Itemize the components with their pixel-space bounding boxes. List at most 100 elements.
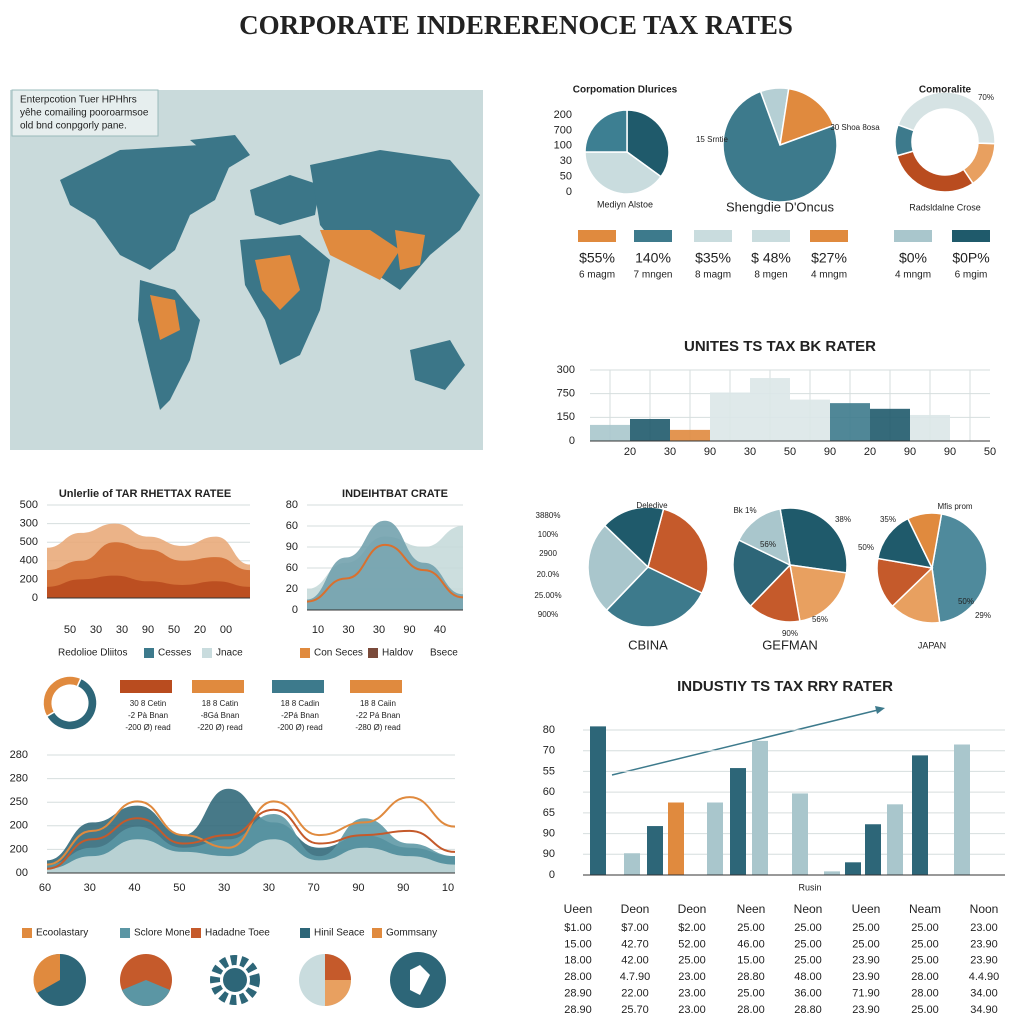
bar xyxy=(845,862,861,875)
table-cell: 28.80 xyxy=(737,971,765,983)
table-cell: 23.90 xyxy=(852,971,880,983)
icon-pie xyxy=(122,980,170,1006)
table-cell: 25.00 xyxy=(737,922,765,934)
table-cell: 22.00 xyxy=(621,988,649,1000)
y-axis-label: 90 xyxy=(543,827,555,839)
table-cell: 25.00 xyxy=(678,955,706,967)
swatch-sub: 7 mngen xyxy=(634,270,673,281)
line xyxy=(306,543,464,603)
x-tick-label: 90 xyxy=(352,882,364,894)
bar xyxy=(912,755,928,875)
legend-label: Ecoolastary xyxy=(36,928,88,939)
bar xyxy=(590,424,630,441)
y-axis-label: 0 xyxy=(549,869,555,881)
x-tick-label: 50 xyxy=(64,624,76,636)
x-tick-label: 50 xyxy=(168,624,180,636)
continent xyxy=(138,280,200,410)
chart-annotation: Deledive xyxy=(636,501,668,510)
chart-annotation: 35% xyxy=(880,515,896,524)
continent xyxy=(250,175,320,225)
x-tick-label: 30 xyxy=(373,624,385,636)
pie-slice xyxy=(749,563,801,623)
area xyxy=(47,839,455,873)
pie-slice xyxy=(931,512,988,624)
chart-caption: Mediyn Alstoe xyxy=(597,199,653,209)
bar xyxy=(750,378,790,441)
table-header: Neon xyxy=(794,902,823,916)
value-box-text: -22 Pá Bnan xyxy=(356,711,400,720)
pie-slice xyxy=(876,557,934,608)
chart-annotation: Bk 1% xyxy=(733,506,756,515)
pie-slice xyxy=(584,109,628,153)
legend-label: Con Seces xyxy=(314,648,363,659)
map-note: old bnd conpgorly pane. xyxy=(20,121,127,132)
y-axis-label: 750 xyxy=(557,388,575,400)
y-axis-label: 250 xyxy=(10,796,28,808)
legend-label: Hinil Seace xyxy=(314,928,365,939)
chart-annotation: 50% xyxy=(958,597,974,606)
y-axis-label: 90 xyxy=(286,541,298,553)
area xyxy=(307,520,463,610)
legend-swatch xyxy=(120,928,130,938)
legend-label: Jnace xyxy=(216,648,243,659)
table-cell: 23.90 xyxy=(970,955,998,967)
icon-badge xyxy=(410,965,430,995)
swatch-value: $55% xyxy=(579,250,615,266)
table-cell: 34.00 xyxy=(970,988,998,1000)
continent xyxy=(60,145,230,270)
x-tick-label: 90 xyxy=(142,624,154,636)
table-cell: 4.4.90 xyxy=(969,971,1000,983)
value-box xyxy=(350,680,402,693)
world-map xyxy=(10,89,483,450)
y-axis-label: 50 xyxy=(560,171,572,183)
table-cell: 42.70 xyxy=(621,938,649,950)
icon-gear xyxy=(210,955,260,1005)
bar xyxy=(590,726,606,875)
x-tick-label: 60 xyxy=(39,882,51,894)
value-box-text: -280 Ø) read xyxy=(355,723,400,732)
swatch xyxy=(752,230,790,242)
icon-pie xyxy=(33,953,60,993)
chart-annotation: 3880% xyxy=(536,511,561,520)
map-note: yêhe comailing pooroarmsoe xyxy=(20,108,149,119)
table-cell: 4.7.90 xyxy=(620,971,651,983)
legend-label: Redolioe Dliitos xyxy=(58,648,127,659)
pie-slice xyxy=(876,517,934,569)
line xyxy=(46,796,456,866)
bar xyxy=(870,408,910,441)
bar xyxy=(954,744,970,875)
value-box-text: -2Pá Bnan xyxy=(281,711,319,720)
y-axis-label: 500 xyxy=(20,536,38,548)
swatch-value: $0% xyxy=(899,250,927,266)
chart-annotation: 38% xyxy=(835,515,851,524)
table-header: Deon xyxy=(678,902,707,916)
table-cell: 23.90 xyxy=(852,1004,880,1016)
table-cell: 28.80 xyxy=(794,1004,822,1016)
table-header: Ueen xyxy=(852,902,881,916)
table-cell: $1.00 xyxy=(564,922,592,934)
legend-swatch xyxy=(372,928,382,938)
x-tick-label: 90 xyxy=(944,446,956,458)
table-cell: 23.90 xyxy=(970,938,998,950)
chart-caption: Radsldalne Crose xyxy=(909,202,981,212)
table-header: Neam xyxy=(909,902,941,916)
swatch-value: $ 48% xyxy=(751,250,791,266)
x-tick-label: 40 xyxy=(434,624,446,636)
x-tick-label: 30 xyxy=(84,882,96,894)
x-axis-title: Rusin xyxy=(798,882,821,892)
legend-label: Hadadne Toee xyxy=(205,928,270,939)
legend-label: Gommsany xyxy=(386,928,437,939)
value-box-text: -8Gá Bnan xyxy=(201,711,240,720)
swatch xyxy=(578,230,616,242)
pie-slice xyxy=(626,109,670,178)
x-tick-label: 50 xyxy=(173,882,185,894)
y-axis-label: 150 xyxy=(557,411,575,423)
table-header: Ueen xyxy=(564,902,593,916)
y-axis-label: 400 xyxy=(20,555,38,567)
pie-slice xyxy=(722,90,838,203)
value-box-text: -200 Ø) read xyxy=(125,723,170,732)
table-cell: 28.00 xyxy=(911,971,939,983)
bar xyxy=(865,824,881,875)
chart-annotation: 56% xyxy=(760,540,776,549)
x-tick-label: 30 xyxy=(664,446,676,458)
